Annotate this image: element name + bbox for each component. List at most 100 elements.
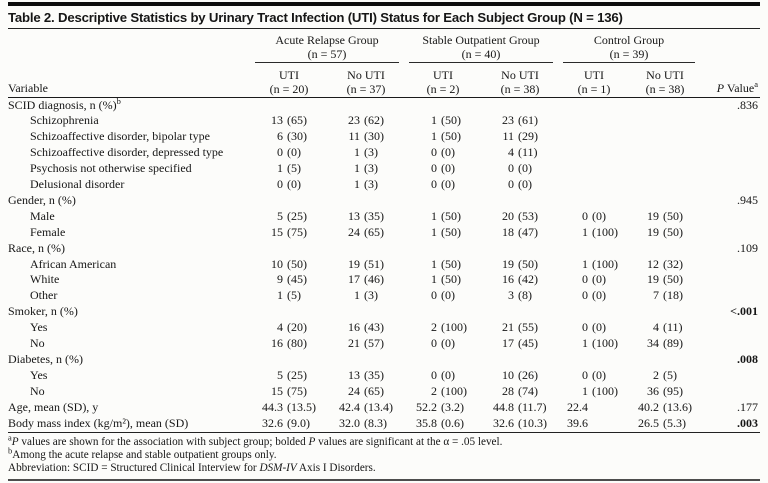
group-name: Control Group bbox=[593, 33, 665, 47]
p-value-cell bbox=[700, 288, 760, 304]
data-cell: 13 (65) bbox=[271, 113, 307, 128]
data-cell: 16 (42) bbox=[502, 272, 538, 287]
subcolumn-header: UTI (n = 1) bbox=[577, 67, 611, 96]
data-cell: 1 (3) bbox=[354, 161, 378, 176]
data-cell: 17 (45) bbox=[502, 336, 538, 351]
bottom-rule bbox=[8, 478, 760, 481]
row-label: African American bbox=[30, 256, 117, 271]
data-cell: 23 (61) bbox=[502, 113, 538, 128]
p-value-header: P Valuea bbox=[700, 29, 760, 97]
data-cell: 24 (65) bbox=[348, 383, 384, 398]
p-value-cell: .008 bbox=[737, 352, 758, 366]
data-cell: 19 (51) bbox=[348, 256, 384, 271]
group-name: Acute Relapse Group bbox=[275, 33, 379, 47]
row-label: Body mass index (kg/m²), mean (SD) bbox=[8, 415, 189, 430]
data-cell bbox=[404, 193, 482, 209]
p-value-cell: .003 bbox=[737, 415, 758, 430]
data-cell: 0 (0) bbox=[431, 288, 455, 303]
data-cell: 32.6 (9.0) bbox=[262, 415, 310, 430]
italic-text: P bbox=[11, 435, 19, 448]
data-cell: 34 (89) bbox=[647, 336, 683, 351]
data-cell bbox=[328, 241, 404, 257]
table-row: Smoker, n (%) <.001 bbox=[8, 304, 760, 320]
row-label: Age, mean (SD), y bbox=[8, 399, 99, 414]
p-value-cell bbox=[700, 209, 760, 225]
data-cell: 24 (65) bbox=[348, 224, 384, 239]
subcolumn-header: No UTI (n = 38) bbox=[645, 67, 685, 96]
data-cell: 1 (3) bbox=[354, 177, 378, 192]
top-rule bbox=[8, 2, 760, 6]
row-label: Male bbox=[30, 208, 55, 223]
table-row: Schizoaffective disorder, bipolar type 6(… bbox=[8, 129, 760, 145]
p-value-cell bbox=[700, 129, 760, 145]
row-label: No bbox=[30, 383, 45, 398]
data-cell: 5 (25) bbox=[277, 208, 307, 223]
row-label: Schizophrenia bbox=[30, 113, 99, 128]
data-cell: 0 (0) bbox=[508, 177, 532, 192]
data-cell bbox=[328, 304, 404, 320]
group-header-control: Control Group (n = 39) bbox=[558, 29, 700, 63]
table-row: No 15 (75) 24 (65) 2 (100) 28 (74) 1 (100) 36 (95) bbox=[8, 384, 760, 400]
data-cell bbox=[630, 241, 700, 257]
data-cell: 0 (0) bbox=[431, 367, 455, 382]
footnote-marker-a: a bbox=[754, 78, 758, 89]
data-cell: 0 (0) bbox=[582, 367, 606, 382]
data-cell bbox=[482, 241, 558, 257]
data-cell: 10 (50) bbox=[271, 256, 307, 271]
data-cell: 13 (35) bbox=[348, 367, 384, 382]
row-label: Schizoaffective disorder, depressed type bbox=[30, 145, 224, 160]
data-cell: 0 (0) bbox=[277, 145, 301, 160]
data-cell: 11 (29) bbox=[502, 129, 538, 144]
data-cell: 19 (50) bbox=[647, 208, 683, 223]
data-cell: 7 (18) bbox=[653, 288, 683, 303]
data-cell: 2 (100) bbox=[431, 383, 467, 398]
data-cell: 1 (50) bbox=[431, 224, 461, 239]
data-cell: 19 (50) bbox=[647, 224, 683, 239]
table-row: Schizophrenia 13 (65) 23 (62) 1 (50) 23 (61) bbox=[8, 113, 760, 129]
data-cell bbox=[404, 241, 482, 257]
data-cell: 16 (80) bbox=[271, 336, 307, 351]
data-cell: 1 (100) bbox=[582, 256, 618, 271]
subcolumn-header: No UTI (n = 38) bbox=[500, 67, 540, 96]
data-cell: 0 (0) bbox=[582, 272, 606, 287]
group-header-stable-outpatient: Stable Outpatient Group (n = 40) bbox=[404, 29, 558, 63]
p-value-cell bbox=[700, 113, 760, 129]
data-cell: 19 (50) bbox=[502, 256, 538, 271]
p-value-cell bbox=[700, 225, 760, 241]
p-value-cell bbox=[700, 257, 760, 273]
data-cell bbox=[482, 352, 558, 368]
data-cell: 1 (100) bbox=[582, 336, 618, 351]
data-cell bbox=[482, 304, 558, 320]
data-cell: 18 (47) bbox=[502, 224, 538, 239]
subcolumn-header-row: UTI (n = 20) No UTI (n = 37) UTI (n = 2) No… bbox=[8, 63, 760, 97]
data-cell: 40.2 (13.6) bbox=[638, 399, 692, 414]
data-cell: 44.3 (13.5) bbox=[262, 399, 316, 414]
data-cell bbox=[630, 97, 700, 113]
table-row: Male 5 (25) 13 (35) 1 (50) 20 (53) 0 (0) 19 (50) bbox=[8, 209, 760, 225]
footnote-marker-b: b bbox=[8, 445, 13, 456]
row-label: Schizoaffective disorder, bipolar type bbox=[30, 129, 210, 144]
p-value-cell: .945 bbox=[737, 192, 758, 207]
table-title: Table 2. Descriptive Statistics by Urina… bbox=[8, 6, 760, 29]
p-value-cell: .109 bbox=[737, 240, 758, 255]
data-cell bbox=[558, 177, 630, 193]
row-label: Diabetes, n (%) bbox=[8, 352, 83, 366]
data-cell: 0 (0) bbox=[277, 177, 301, 192]
table-header: Variable Acute Relapse Group (n = 57) St… bbox=[8, 29, 760, 97]
data-cell: 32.0 (8.3) bbox=[339, 415, 387, 430]
table-row: Race, n (%) .109 bbox=[8, 241, 760, 257]
data-cell: 15 (75) bbox=[271, 224, 307, 239]
footnotes: aP values are shown for the association … bbox=[8, 433, 760, 476]
data-cell: 0 (0) bbox=[582, 208, 606, 223]
data-cell: 9 (45) bbox=[277, 272, 307, 287]
p-value-cell bbox=[700, 161, 760, 177]
table-row: Gender, n (%) .945 bbox=[8, 193, 760, 209]
data-cell bbox=[630, 193, 700, 209]
subcolumn-header: No UTI (n = 37) bbox=[346, 67, 386, 96]
table-row: Diabetes, n (%) .008 bbox=[8, 352, 760, 368]
data-cell: 22.4 bbox=[567, 399, 588, 414]
p-value-header-p: P bbox=[716, 80, 725, 95]
footnote-marker-a: a bbox=[8, 431, 12, 442]
data-cell bbox=[250, 304, 328, 320]
